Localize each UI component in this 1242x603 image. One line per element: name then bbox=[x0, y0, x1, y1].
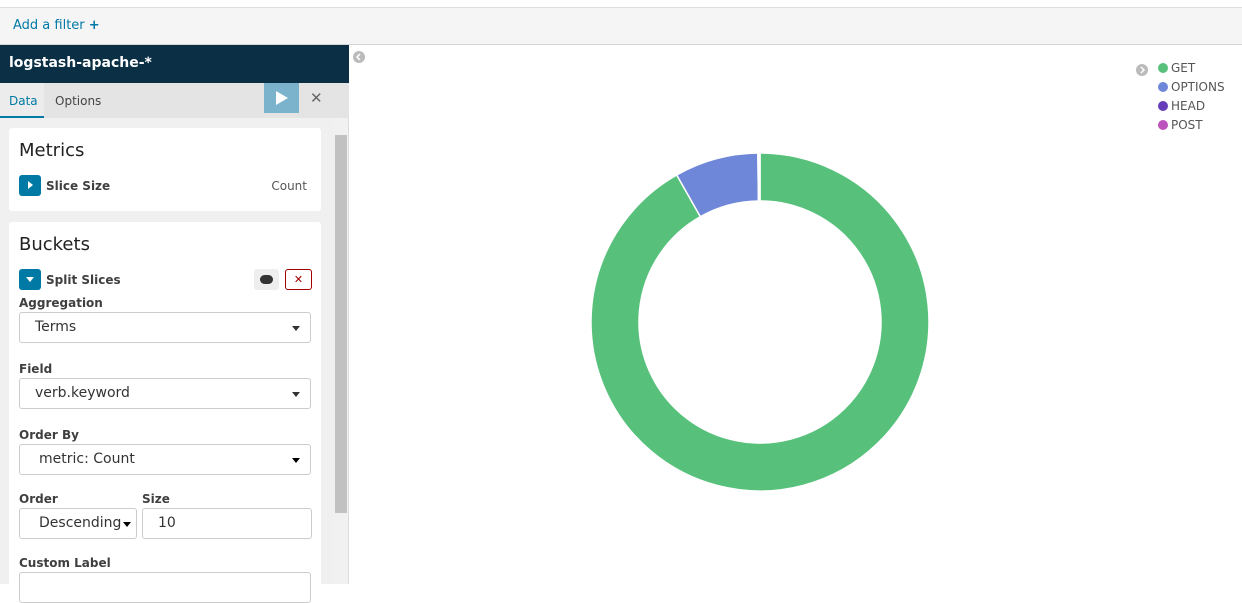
select[interactable]: verb.keyword bbox=[19, 378, 311, 409]
agg-name: Slice Size bbox=[46, 179, 111, 193]
field-label: Field bbox=[19, 362, 53, 376]
tab-bar: Data Options ✕ bbox=[0, 83, 349, 118]
section-title: Metrics bbox=[19, 140, 85, 161]
field-label: Order By bbox=[19, 428, 79, 442]
add-filter-text[interactable]: Add a filter bbox=[13, 18, 85, 33]
legend-swatch bbox=[1158, 101, 1168, 111]
slice bbox=[758, 152, 761, 202]
section-title: Buckets bbox=[19, 234, 90, 255]
metrics-card: Metrics Slice Size Count bbox=[9, 128, 321, 211]
legend-swatch bbox=[1158, 63, 1168, 73]
legend-label: OPTIONS bbox=[1171, 80, 1225, 94]
legend-swatch bbox=[1158, 120, 1168, 130]
tab[interactable]: Options bbox=[55, 94, 102, 108]
index-pattern: logstash-apache-* bbox=[0, 45, 349, 83]
collapse-arrow bbox=[355, 53, 361, 61]
remove-button[interactable]: ✕ bbox=[285, 269, 312, 290]
filter-bar: Add a filter + bbox=[0, 8, 1242, 45]
add-filter[interactable]: Add a filter + bbox=[13, 18, 100, 33]
discard-button[interactable]: ✕ bbox=[310, 89, 323, 107]
field-label: Aggregation bbox=[19, 296, 103, 310]
scrollbar-thumb[interactable] bbox=[335, 135, 347, 513]
agg-value: Count bbox=[271, 179, 307, 193]
select[interactable]: Terms bbox=[19, 312, 311, 343]
legend-toggle[interactable] bbox=[1136, 64, 1148, 76]
legend-toggle-arrow bbox=[1140, 66, 1146, 74]
sidebar: logstash-apache-* Data Options ✕ Metrics… bbox=[0, 45, 349, 603]
select-value: Descending bbox=[39, 515, 122, 531]
input[interactable] bbox=[19, 572, 311, 603]
toggle-button[interactable] bbox=[254, 269, 279, 290]
apply-button[interactable] bbox=[264, 83, 299, 113]
collapse-icon[interactable] bbox=[353, 51, 365, 63]
select-value: verb.keyword bbox=[35, 385, 130, 401]
select-value: metric: Count bbox=[39, 451, 135, 467]
legend-label: HEAD bbox=[1171, 99, 1205, 113]
legend-label: GET bbox=[1171, 61, 1196, 75]
input-value: 10 bbox=[158, 515, 176, 531]
tab[interactable]: Data bbox=[0, 83, 44, 118]
field-label: Size bbox=[142, 492, 170, 506]
input[interactable]: 10 bbox=[142, 508, 312, 539]
play-icon bbox=[276, 91, 288, 105]
select[interactable]: Descending bbox=[19, 508, 137, 539]
field-label: Order bbox=[19, 492, 58, 506]
select[interactable]: metric: Count bbox=[19, 444, 311, 475]
top-strip bbox=[0, 0, 1242, 8]
slice bbox=[590, 152, 930, 492]
scrollbar[interactable] bbox=[334, 118, 348, 584]
collapse-button[interactable] bbox=[19, 269, 41, 290]
buckets-card: Buckets Split Slices ✕ Aggregation Terms… bbox=[9, 222, 321, 603]
legend-label: POST bbox=[1171, 118, 1203, 132]
select-value: Terms bbox=[35, 319, 77, 335]
agg-name: Split Slices bbox=[46, 273, 121, 287]
chart: GET OPTIONS HEAD POST bbox=[353, 51, 1225, 492]
field-label: Custom Label bbox=[19, 556, 111, 570]
expand-button[interactable] bbox=[19, 175, 41, 196]
legend-swatch bbox=[1158, 82, 1168, 92]
index-pattern-text: logstash-apache-* bbox=[9, 55, 152, 71]
